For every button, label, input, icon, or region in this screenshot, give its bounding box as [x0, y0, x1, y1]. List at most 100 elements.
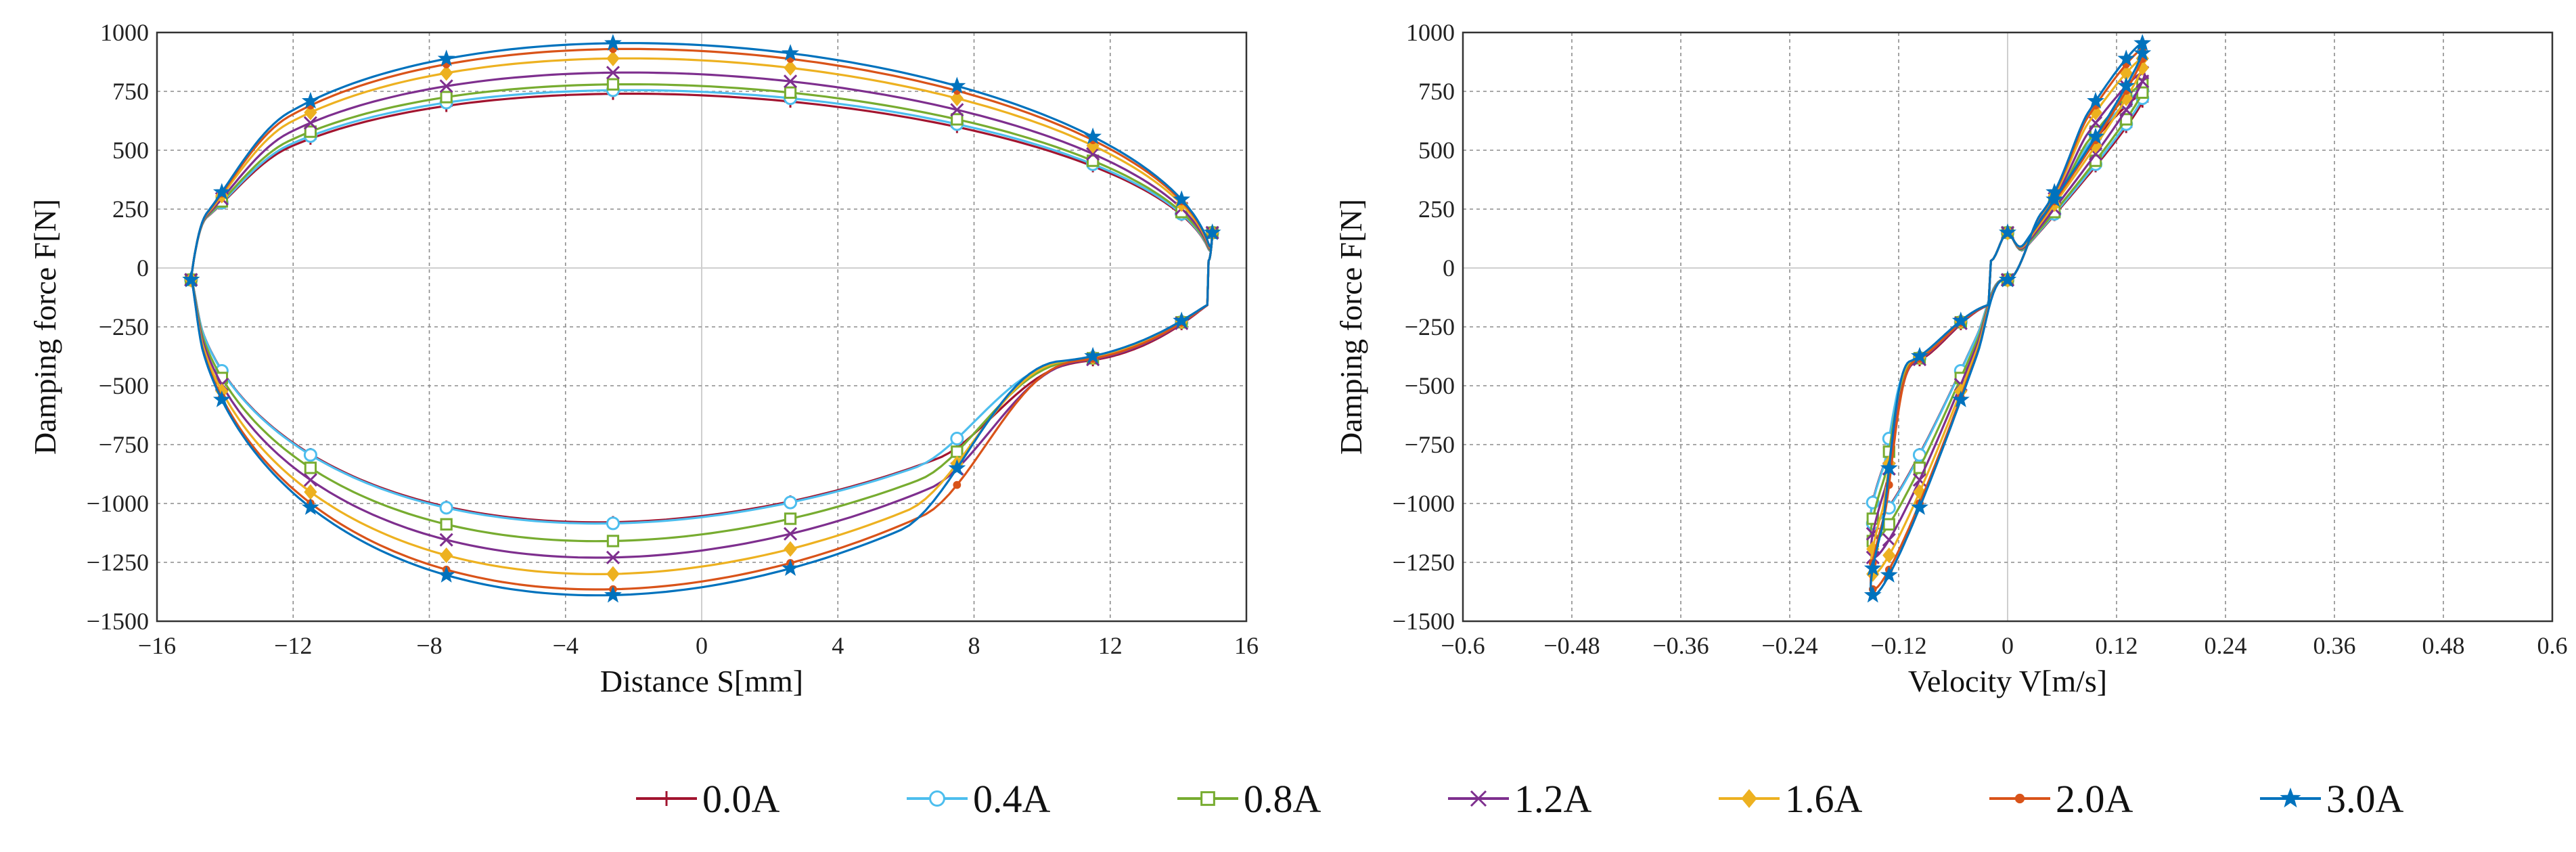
y-tick-labels-left: 1000 750 500 250 0 −250 −500 −750 −1000 −1250 −150… [87, 19, 149, 635]
marker-square [784, 86, 797, 99]
x-tick-label: 0.24 [2205, 632, 2247, 659]
marker-circle [929, 790, 945, 807]
x-tick-label: −0.24 [1761, 632, 1817, 659]
x-tick-label: −16 [138, 632, 176, 659]
y-axis-label-left: Damping force F[N] [28, 199, 62, 455]
marker-x [303, 473, 317, 487]
marker-x [606, 66, 620, 80]
marker-diamond [606, 50, 620, 67]
marker-x [1470, 790, 1487, 807]
gridlines-right [1463, 32, 2552, 621]
marker-square [1086, 154, 1100, 167]
marker-diamond [950, 90, 964, 106]
marker-star [1910, 498, 1928, 515]
marker-diamond [304, 104, 317, 120]
x-tick-label: −0.6 [1441, 632, 1485, 659]
x-tick-label: −12 [274, 632, 312, 659]
legend: 0.0A 0.4A 0.8A 1.2A 1.6A 2.0A 3.0A [636, 777, 2404, 821]
marker-star [437, 49, 455, 66]
marker-star [1863, 559, 1882, 577]
marker-square [606, 78, 620, 91]
legend-item-3-0A: 3.0A [2260, 777, 2404, 821]
legend-item-1-2A: 1.2A [1448, 777, 1592, 821]
y-tick-label: 1000 [1406, 19, 1455, 46]
marker-x [783, 526, 798, 541]
marker-star [1951, 390, 1970, 407]
marker-star [1084, 346, 1102, 364]
chart-panel-distance: 1000 750 500 250 0 −250 −500 −750 −1000 −1250 −150… [28, 19, 1259, 698]
marker-circle [303, 448, 317, 462]
y-tick-label: 1000 [100, 19, 149, 46]
legend-label: 0.4A [973, 777, 1051, 821]
marker-star [2117, 76, 2136, 94]
legend-item-0-8A: 0.8A [1177, 777, 1321, 821]
marker-star [2087, 127, 2105, 144]
legend-item-2-0A: 2.0A [1989, 777, 2133, 821]
marker-star [301, 498, 319, 515]
x-tick-label: 0.36 [2313, 632, 2356, 659]
legend-label: 1.2A [1514, 777, 1592, 821]
marker-star [2046, 190, 2064, 207]
x-tick-label: −0.12 [1870, 632, 1926, 659]
legend-label: 0.0A [702, 777, 780, 821]
marker-x [783, 74, 798, 89]
marker-diamond [784, 541, 797, 557]
y-tick-label: −250 [1405, 313, 1455, 340]
y-axis-label-right: Damping force F[N] [1334, 199, 1368, 455]
y-tick-label: −750 [1405, 431, 1455, 458]
marker-x [1882, 533, 1896, 547]
marker-circle [439, 501, 453, 515]
marker-star [2087, 91, 2105, 109]
x-axis-label-right: Velocity V[m/s] [1908, 664, 2107, 698]
marker-dot [2014, 793, 2025, 804]
series-3-0A [182, 34, 1221, 603]
marker-diamond [440, 65, 453, 81]
marker-star [301, 91, 319, 109]
x-axis-label-left: Distance S[mm] [600, 664, 803, 698]
curves-right [1863, 34, 2152, 603]
marker-dot [953, 480, 962, 489]
x-tick-label: 8 [968, 632, 980, 659]
marker-star [1951, 311, 1970, 328]
marker-square [1882, 518, 1895, 531]
marker-star [437, 566, 455, 583]
marker-star [948, 459, 966, 476]
x-tick-label: 16 [1234, 632, 1259, 659]
marker-diamond [606, 566, 620, 582]
x-tick-label: 0 [696, 632, 708, 659]
marker-star [1880, 459, 1898, 476]
y-tick-label: 0 [137, 254, 149, 282]
marker-star [1173, 190, 1191, 207]
x-tick-label: −0.36 [1652, 632, 1709, 659]
marker-circle [784, 495, 798, 510]
x-tick-label: 0.12 [2096, 632, 2138, 659]
marker-x [439, 79, 453, 93]
series-3-0A [1863, 34, 2152, 603]
marker-square [951, 113, 964, 126]
marker-star [1998, 270, 2017, 288]
marker-x [950, 103, 964, 117]
x-tick-labels-right: −0.6 −0.48 −0.36 −0.24 −0.12 0 0.12 0.24 0.36 0.4… [1441, 632, 2567, 659]
x-tick-label: 0.48 [2422, 632, 2465, 659]
x-tick-label: −4 [553, 632, 579, 659]
marker-star [212, 390, 231, 407]
y-tick-label: −1000 [1393, 490, 1455, 517]
marker-star [1911, 346, 1928, 364]
marker-x [1086, 147, 1100, 161]
x-tick-label: −0.48 [1543, 632, 1600, 659]
marker-square [304, 462, 317, 474]
legend-label: 1.6A [1785, 777, 1863, 821]
curves-left [182, 34, 1221, 603]
plot-frame-right [1462, 31, 2554, 623]
y-tick-label: 750 [112, 78, 149, 105]
marker-diamond [2136, 60, 2149, 76]
gridlines-left [157, 32, 1246, 621]
marker-diamond [1882, 547, 1896, 564]
marker-star [1173, 311, 1191, 328]
marker-star [948, 76, 966, 94]
plot-frame-left [156, 31, 1248, 623]
marker-star [782, 559, 800, 577]
marker-x [606, 550, 620, 564]
marker-star [604, 34, 622, 51]
